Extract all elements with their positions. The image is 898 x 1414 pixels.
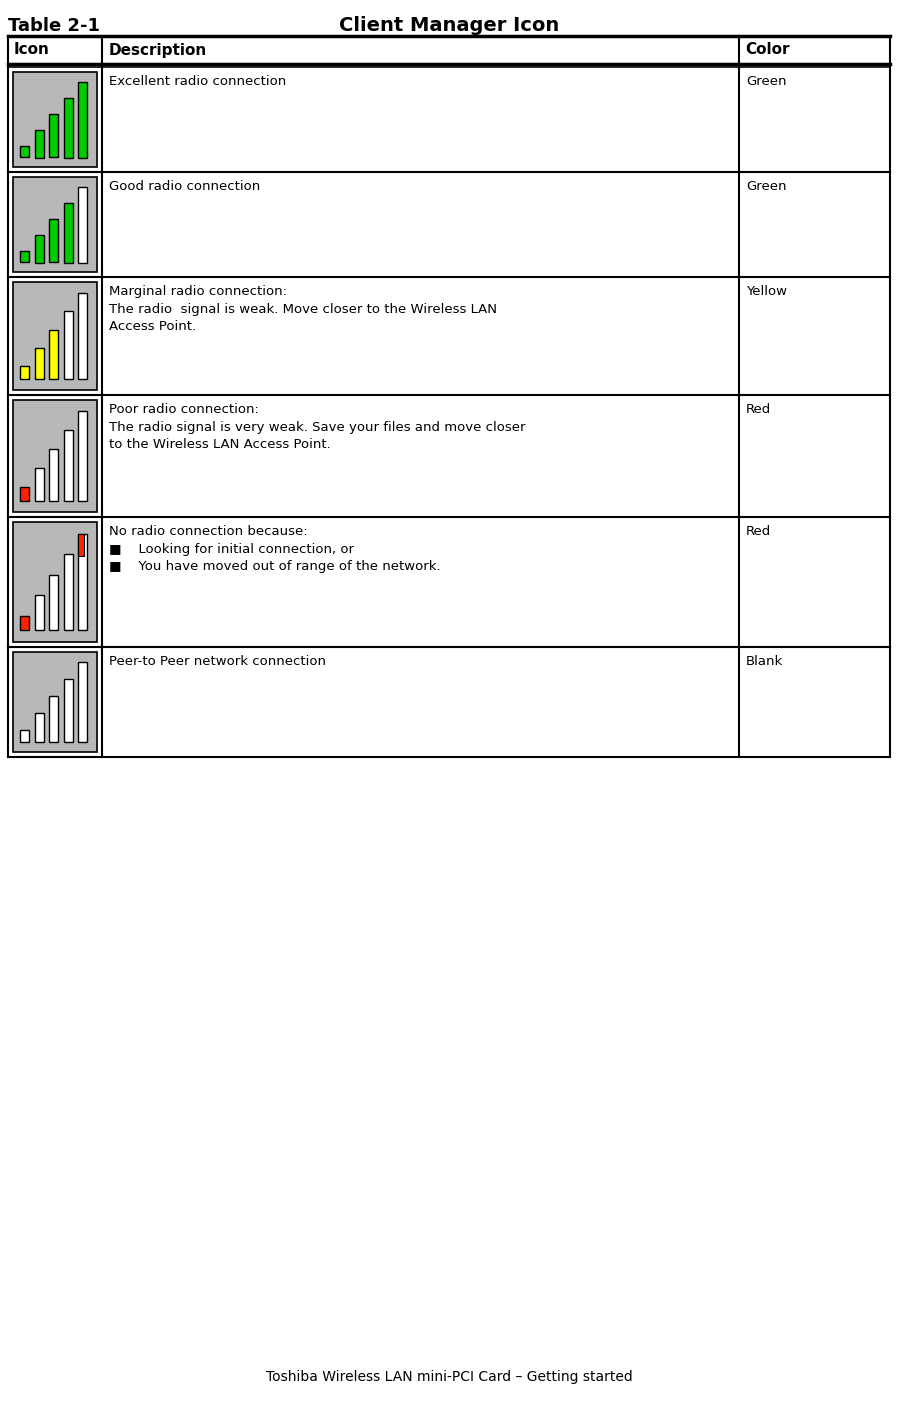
Bar: [64, 679, 73, 742]
Bar: [35, 713, 44, 742]
Text: Description: Description: [109, 42, 207, 58]
Bar: [64, 202, 73, 263]
Bar: [78, 662, 87, 742]
Bar: [8, 277, 890, 395]
Text: Color: Color: [745, 42, 789, 58]
Text: Excellent radio connection: Excellent radio connection: [110, 75, 286, 88]
Text: Red: Red: [746, 525, 771, 537]
Bar: [35, 130, 44, 157]
Bar: [78, 534, 84, 556]
Bar: [20, 366, 29, 379]
Bar: [13, 177, 97, 271]
Text: Yellow: Yellow: [746, 286, 788, 298]
Bar: [13, 72, 97, 167]
Bar: [78, 82, 87, 157]
Bar: [64, 311, 73, 379]
Text: Good radio connection: Good radio connection: [110, 180, 260, 192]
Bar: [13, 522, 97, 642]
Text: No radio connection because:
■    Looking for initial connection, or
■    You ha: No radio connection because: ■ Looking f…: [110, 525, 441, 573]
Bar: [20, 252, 29, 263]
Bar: [20, 488, 29, 501]
Bar: [8, 518, 890, 648]
Bar: [8, 66, 890, 173]
Bar: [78, 411, 87, 501]
Bar: [13, 400, 97, 512]
Bar: [49, 219, 58, 263]
Bar: [13, 281, 97, 390]
Bar: [49, 113, 58, 157]
Bar: [20, 615, 29, 631]
Text: Marginal radio connection:
The radio  signal is weak. Move closer to the Wireles: Marginal radio connection: The radio sig…: [110, 286, 497, 334]
Bar: [8, 173, 890, 277]
Bar: [8, 35, 890, 64]
Bar: [78, 293, 87, 379]
Text: Client Manager Icon: Client Manager Icon: [339, 16, 559, 35]
Bar: [35, 468, 44, 501]
Text: Red: Red: [746, 403, 771, 416]
Bar: [49, 575, 58, 631]
Text: Icon: Icon: [14, 42, 50, 58]
Bar: [49, 329, 58, 379]
Text: Table 2-1: Table 2-1: [8, 17, 100, 35]
Bar: [8, 395, 890, 518]
Text: Green: Green: [746, 75, 787, 88]
Bar: [13, 652, 97, 752]
Text: Peer-to Peer network connection: Peer-to Peer network connection: [110, 655, 326, 667]
Text: Toshiba Wireless LAN mini-PCI Card – Getting started: Toshiba Wireless LAN mini-PCI Card – Get…: [266, 1370, 632, 1384]
Bar: [64, 430, 73, 501]
Bar: [78, 534, 87, 631]
Bar: [20, 730, 29, 742]
Bar: [49, 450, 58, 501]
Bar: [49, 696, 58, 742]
Text: Blank: Blank: [746, 655, 783, 667]
Bar: [64, 98, 73, 157]
Bar: [20, 146, 29, 157]
Bar: [35, 235, 44, 263]
Bar: [35, 595, 44, 631]
Bar: [35, 348, 44, 379]
Bar: [64, 554, 73, 631]
Bar: [8, 648, 890, 756]
Text: Poor radio connection:
The radio signal is very weak. Save your files and move c: Poor radio connection: The radio signal …: [110, 403, 526, 451]
Text: Green: Green: [746, 180, 787, 192]
Bar: [78, 187, 87, 263]
